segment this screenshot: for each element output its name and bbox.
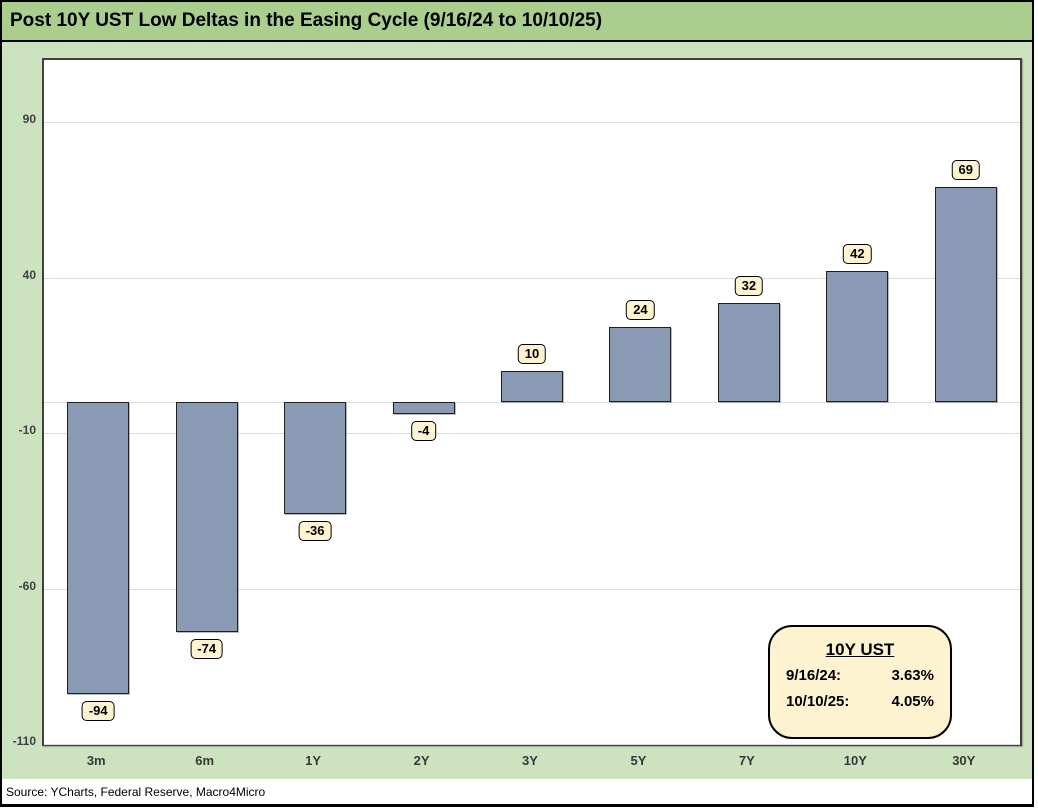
annotation-row-label: 10/10/25:	[786, 693, 850, 710]
gridline	[44, 433, 1020, 435]
data-label: -94	[81, 701, 115, 722]
x-axis-tick-label: 10Y	[843, 753, 867, 768]
bar	[67, 402, 130, 695]
x-axis-tick-label: 2Y	[413, 753, 430, 768]
gridline	[44, 277, 1020, 279]
annotation-row: 9/16/24: 3.63%	[770, 665, 950, 686]
bar	[609, 327, 672, 402]
y-axis-tick-label: -60	[18, 578, 36, 593]
annotation-row: 10/10/25: 4.05%	[770, 691, 950, 712]
y-axis-tick-label: -110	[12, 734, 36, 748]
data-label: 32	[734, 275, 764, 296]
y-axis-tick-label: 90	[22, 112, 36, 127]
chart-title-bar: Post 10Y UST Low Deltas in the Easing Cy…	[2, 2, 1032, 42]
gridline	[44, 588, 1020, 590]
data-label: 42	[843, 244, 872, 265]
data-label: 10	[517, 343, 547, 364]
data-label: -4	[410, 421, 437, 442]
x-axis-tick-label: 3Y	[522, 753, 538, 768]
annotation-row-value: 3.63%	[891, 667, 934, 684]
bar	[392, 402, 455, 415]
annotation-row-label: 9/16/24:	[786, 667, 842, 684]
data-label: 24	[626, 300, 655, 321]
x-axis-tick-label: 3m	[86, 753, 106, 768]
bar	[717, 302, 780, 402]
y-axis-tick-label: 40	[22, 267, 36, 282]
x-axis-tick-label: 6m	[195, 753, 215, 768]
data-label: -36	[298, 520, 332, 541]
bar	[284, 402, 347, 514]
x-axis-tick-label: 7Y	[738, 753, 755, 768]
gridline	[44, 744, 1020, 745]
bar	[501, 370, 563, 402]
annotation-row-value: 4.05%	[891, 693, 934, 710]
data-label: 69	[951, 160, 980, 181]
y-axis-tick-label: -10	[18, 423, 36, 438]
annotation-title: 10Y UST	[825, 640, 895, 659]
x-axis-tick-label: 5Y	[630, 753, 647, 768]
zero-axis-line	[44, 402, 1020, 403]
gridline	[44, 122, 1020, 124]
x-axis-tick-label: 1Y	[305, 753, 322, 768]
bar	[175, 402, 238, 633]
source-text: Source: YCharts, Federal Reserve, Macro4…	[6, 784, 266, 799]
data-label: -74	[190, 639, 224, 660]
x-axis-tick-label: 30Y	[952, 753, 976, 768]
chart-title: Post 10Y UST Low Deltas in the Easing Cy…	[10, 10, 603, 31]
bar	[934, 187, 997, 402]
source-bar: Source: YCharts, Federal Reserve, Macro4…	[2, 779, 1032, 804]
annotation-box: 10Y UST 9/16/24: 3.63% 10/10/25: 4.05%	[768, 625, 952, 739]
bar	[826, 271, 889, 402]
